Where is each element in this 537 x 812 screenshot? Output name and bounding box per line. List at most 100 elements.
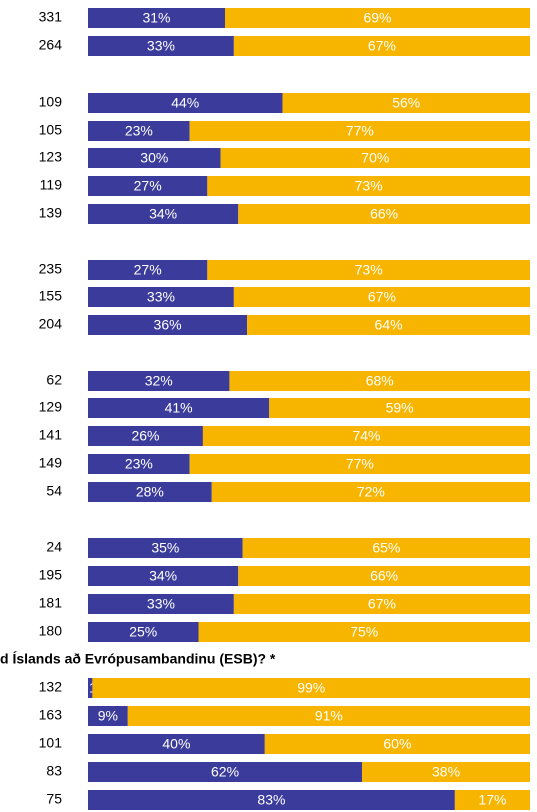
- row-count: 123: [39, 149, 63, 165]
- row-count: 155: [39, 288, 63, 304]
- bar-segment: [88, 538, 243, 558]
- value-label: 77%: [346, 123, 374, 139]
- row-count: 181: [39, 595, 63, 611]
- row-count: 105: [39, 122, 63, 138]
- value-label: 25%: [129, 624, 157, 640]
- row-count: 62: [46, 372, 62, 388]
- row-count: 235: [39, 261, 63, 277]
- value-label: 36%: [154, 317, 182, 333]
- value-label: 31%: [142, 10, 170, 26]
- value-label: 27%: [134, 178, 162, 194]
- value-label: 66%: [370, 206, 398, 222]
- value-label: 64%: [375, 317, 403, 333]
- row-count: 331: [39, 9, 63, 25]
- bar-segment: [229, 371, 530, 391]
- bar-segment: [233, 594, 531, 614]
- bar-segment: [88, 204, 239, 224]
- bar-segment: [92, 678, 531, 698]
- value-label: 60%: [383, 736, 411, 752]
- bar-segment: [88, 371, 230, 391]
- value-label: 23%: [125, 123, 153, 139]
- row-count: 54: [46, 483, 62, 499]
- bar-segment: [247, 315, 530, 335]
- value-label: 67%: [368, 38, 396, 54]
- value-label: 30%: [140, 150, 168, 166]
- bar-segment: [189, 121, 530, 141]
- bar-segment: [454, 790, 530, 810]
- bar-segment: [189, 454, 530, 474]
- value-label: 38%: [432, 764, 460, 780]
- bar-segment: [88, 176, 208, 196]
- bar-segment: [264, 734, 530, 754]
- bar-segment: [242, 538, 530, 558]
- value-label: 34%: [149, 206, 177, 222]
- question-title: d Íslands að Evrópusambandinu (ESB)? *: [0, 651, 276, 667]
- value-label: 41%: [165, 400, 193, 416]
- row-count: 163: [39, 707, 63, 723]
- value-label: 67%: [368, 289, 396, 305]
- bar-segment: [88, 121, 190, 141]
- value-label: 72%: [357, 484, 385, 500]
- row-count: 101: [39, 735, 63, 751]
- value-label: 32%: [145, 373, 173, 389]
- bar-segment: [269, 398, 530, 418]
- value-label: 17%: [478, 792, 506, 808]
- bar-segment: [88, 622, 199, 642]
- bar-segment: [233, 36, 531, 56]
- row-count: 129: [39, 399, 63, 415]
- row-count: 180: [39, 623, 63, 639]
- value-label: 34%: [149, 568, 177, 584]
- value-label: 73%: [355, 178, 383, 194]
- row-count: 195: [39, 567, 63, 583]
- bar-segment: [202, 426, 531, 446]
- row-count: 24: [46, 539, 62, 555]
- row-count: 204: [39, 316, 63, 332]
- bar-segment: [238, 204, 530, 224]
- bar-segment: [211, 482, 530, 502]
- bar-segment: [198, 622, 530, 642]
- bar-segment: [88, 790, 455, 810]
- bar-segment: [88, 93, 283, 113]
- value-label: 74%: [352, 428, 380, 444]
- row-count: 264: [39, 37, 63, 53]
- value-label: 68%: [366, 373, 394, 389]
- value-label: 83%: [257, 792, 285, 808]
- bar-segment: [238, 566, 530, 586]
- bar-segment: [88, 148, 221, 168]
- row-count: 139: [39, 205, 63, 221]
- bar-segment: [88, 734, 265, 754]
- bar-segment: [88, 454, 190, 474]
- value-label: 44%: [171, 95, 199, 111]
- row-count: 75: [46, 791, 62, 807]
- row-count: 149: [39, 455, 63, 471]
- bar-segment: [88, 594, 234, 614]
- row-count: 119: [40, 177, 63, 193]
- bar-segment: [207, 260, 530, 280]
- value-label: 67%: [368, 596, 396, 612]
- bar-segment: [88, 482, 212, 502]
- bar-segment: [233, 287, 531, 307]
- value-label: 33%: [147, 596, 175, 612]
- bar-segment: [88, 426, 203, 446]
- row-count: 109: [39, 94, 63, 110]
- bar-segment: [362, 762, 530, 782]
- bar-segment: [225, 8, 530, 28]
- bar-segment: [88, 566, 239, 586]
- value-label: 9%: [98, 708, 118, 724]
- value-label: 59%: [386, 400, 414, 416]
- value-label: 66%: [370, 568, 398, 584]
- bar-segment: [88, 706, 128, 726]
- value-label: 75%: [350, 624, 378, 640]
- bar-segment: [88, 398, 270, 418]
- value-label: 99%: [297, 680, 325, 696]
- value-label: 23%: [125, 456, 153, 472]
- row-count: 132: [39, 679, 63, 695]
- value-label: 33%: [147, 289, 175, 305]
- value-label: 28%: [136, 484, 164, 500]
- value-label: 77%: [346, 456, 374, 472]
- bar-segment: [207, 176, 530, 196]
- bar-segment: [88, 8, 226, 28]
- value-label: 35%: [151, 540, 179, 556]
- bar-segment: [88, 260, 208, 280]
- value-label: 33%: [147, 38, 175, 54]
